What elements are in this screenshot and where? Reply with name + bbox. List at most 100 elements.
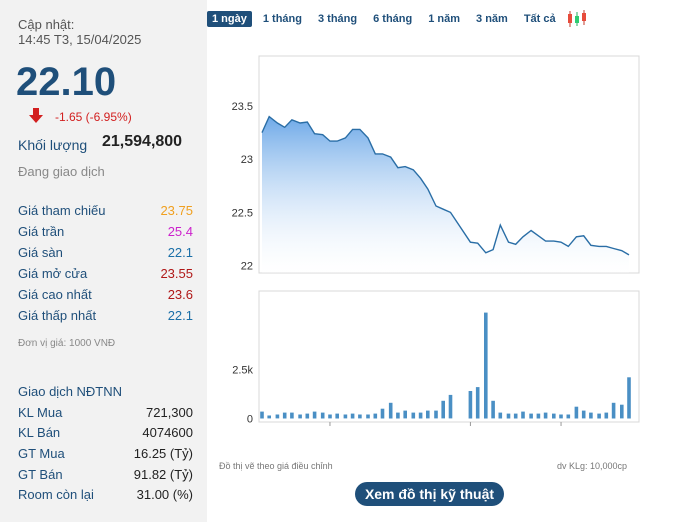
volume-bar xyxy=(589,412,593,419)
volume-bar xyxy=(475,387,480,419)
xtick-label: 14:00 xyxy=(547,429,575,430)
volume-bar xyxy=(513,413,518,419)
volume-bar xyxy=(260,411,264,419)
volume-panel: 2.5k 0 xyxy=(232,290,640,425)
xtick-label: 13:00 xyxy=(457,429,485,430)
foreign-value: 721,300 xyxy=(146,404,193,420)
price-change: -1.65 (-6.95%) xyxy=(55,110,132,124)
foreign-value: 4074600 xyxy=(142,425,193,441)
foreign-row: GT Mua 16.25 (Tỷ) xyxy=(18,443,193,464)
volume-bar xyxy=(627,377,631,419)
foreign-trading-title: Giao dịch NĐTNN xyxy=(18,383,123,399)
price-unit-note: Đơn vị giá: 1000 VNĐ xyxy=(18,338,116,349)
stat-ceiling: Giá trần 25.4 xyxy=(18,221,193,242)
tab-1-day[interactable]: 1 ngày xyxy=(207,11,252,27)
volume-bar xyxy=(491,400,495,419)
price-panel: 23.5 23 22.5 22 xyxy=(232,55,640,274)
foreign-row: GT Bán 91.82 (Tỷ) xyxy=(18,464,193,485)
stat-label: Giá mở cửa xyxy=(18,266,88,281)
xtick-label: 10:00 xyxy=(316,429,344,430)
foreign-label: GT Mua xyxy=(18,445,65,461)
foreign-label: KL Mua xyxy=(18,404,63,420)
quote-panel: Cập nhật: 14:45 T3, 15/04/2025 22.10 -1.… xyxy=(0,0,207,522)
volume-bar xyxy=(290,412,294,419)
updated-label: Cập nhật: xyxy=(18,17,75,32)
foreign-value: 16.25 (Tỷ) xyxy=(133,445,193,461)
price-line xyxy=(261,115,630,256)
tab-1-month[interactable]: 1 tháng xyxy=(262,13,302,25)
volume-bar xyxy=(418,412,423,419)
volume-bar xyxy=(566,414,571,419)
volume-bar xyxy=(396,412,400,419)
timeframe-tabs: 1 ngày 1 tháng 3 tháng 6 tháng 1 năm 3 n… xyxy=(207,9,587,29)
volume-bar xyxy=(328,414,332,419)
volume-bar xyxy=(597,413,601,419)
volume-value: 21,594,800 xyxy=(102,133,183,150)
foreign-label: Room còn lại xyxy=(18,487,94,503)
volume-bar xyxy=(552,413,556,419)
volume-bar xyxy=(366,414,370,419)
tab-6-months[interactable]: 6 tháng xyxy=(373,13,413,25)
volume-bar xyxy=(559,414,563,419)
volume-bar xyxy=(411,412,416,419)
volume-unit-note: dv KLg: 10,000cp xyxy=(557,461,628,471)
price-stats: Giá tham chiếu 23.75 Giá trần 25.4 Giá s… xyxy=(18,200,193,326)
foreign-label: KL Bán xyxy=(18,425,61,441)
volume-bar xyxy=(358,414,362,419)
stat-value: 25.4 xyxy=(167,224,193,239)
stat-label: Giá sàn xyxy=(18,245,63,260)
volume-bar xyxy=(335,413,339,419)
foreign-row: KL Mua 721,300 xyxy=(18,402,193,423)
adjusted-price-note: Đồ thị vẽ theo giá điều chỉnh xyxy=(219,461,333,471)
tab-3-months[interactable]: 3 tháng xyxy=(317,13,358,25)
volume-bar xyxy=(275,414,280,419)
volume-bar xyxy=(574,406,579,419)
stat-reference: Giá tham chiếu 23.75 xyxy=(18,200,193,221)
volume-bar xyxy=(543,412,548,419)
volume-ytick-label: 2.5k xyxy=(232,364,253,376)
trading-status: Đang giao dịch xyxy=(18,164,105,179)
volume-bar xyxy=(343,414,348,419)
volume-bar xyxy=(434,410,438,419)
volume-bar xyxy=(267,415,271,419)
technical-chart-button[interactable]: Xem đồ thị kỹ thuật xyxy=(355,482,504,506)
price-volume-chart: 23.5 23 22.5 22 2.5k 0 10:00 13:00 14:00 xyxy=(232,55,640,430)
stat-label: Giá cao nhất xyxy=(18,287,92,302)
price-area xyxy=(262,116,629,273)
stat-label: Giá thấp nhất xyxy=(18,308,97,323)
current-price: 22.10 xyxy=(16,60,117,104)
tab-all[interactable]: Tất cả xyxy=(523,13,556,25)
volume-bar xyxy=(350,413,355,419)
volume-bar xyxy=(320,412,325,419)
stat-floor: Giá sàn 22.1 xyxy=(18,242,193,263)
tab-1-year[interactable]: 1 năm xyxy=(428,13,461,25)
volume-bar xyxy=(581,410,586,419)
foreign-label: GT Bán xyxy=(18,466,63,482)
tab-3-years[interactable]: 3 năm xyxy=(476,13,508,25)
price-ytick-label: 22.5 xyxy=(232,207,253,219)
foreign-trading: Giao dịch NĐTNN KL Mua 721,300 KL Bán 40… xyxy=(18,380,193,505)
volume-bar xyxy=(388,402,393,419)
volume-bar xyxy=(620,404,624,419)
stat-high: Giá cao nhất 23.6 xyxy=(18,284,193,305)
volume-bar xyxy=(536,413,541,419)
price-ytick-label: 23 xyxy=(241,154,253,166)
volume-bar xyxy=(441,400,445,419)
stat-label: Giá trần xyxy=(18,224,65,239)
volume-bar xyxy=(468,391,473,419)
volume-bar xyxy=(403,410,407,419)
volume-bar xyxy=(498,412,503,419)
volume-bar xyxy=(484,312,488,419)
foreign-row: Room còn lại 31.00 (%) xyxy=(18,484,193,505)
volume-bar xyxy=(426,410,430,419)
stat-value: 22.1 xyxy=(167,245,193,260)
candlestick-icon[interactable] xyxy=(567,10,587,28)
foreign-row: KL Bán 4074600 xyxy=(18,423,193,444)
stat-value: 23.6 xyxy=(167,287,193,302)
volume-bar xyxy=(305,413,310,419)
down-arrow-icon xyxy=(29,108,43,123)
volume-bar xyxy=(312,411,317,419)
stat-value: 23.75 xyxy=(160,203,193,218)
volume-bar xyxy=(529,413,533,419)
volume-bar xyxy=(282,412,287,419)
